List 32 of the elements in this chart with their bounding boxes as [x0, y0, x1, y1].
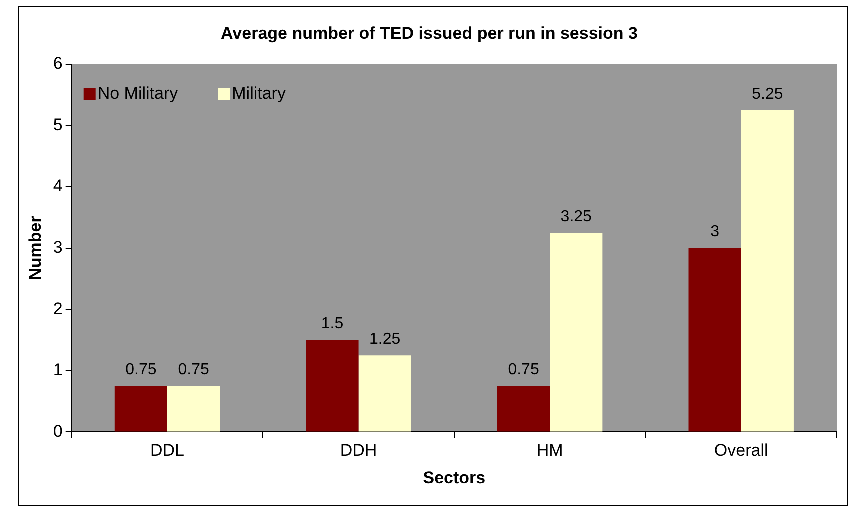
- data-label: 3.25: [560, 208, 592, 226]
- data-label: 0.75: [178, 362, 210, 379]
- data-label: 5.25: [752, 86, 784, 103]
- x-axis-title: Sectors: [423, 468, 486, 488]
- data-label: 0.75: [126, 362, 157, 379]
- y-tick-label: 0: [53, 422, 63, 441]
- bar: [114, 386, 168, 432]
- legend-label: No Military: [98, 84, 179, 104]
- x-tick-label: Overall: [714, 441, 768, 460]
- bar: [741, 110, 794, 432]
- bar: [306, 340, 359, 432]
- y-tick-label: 2: [53, 299, 63, 318]
- bar: [550, 232, 603, 432]
- x-tick-label: HM: [536, 441, 564, 460]
- x-tick-label: DDL: [150, 441, 185, 460]
- y-tick-label: 1: [53, 360, 63, 380]
- y-axis-title: Number: [26, 216, 45, 280]
- y-tick-label: 5: [53, 115, 63, 134]
- bar: [168, 386, 220, 432]
- y-tick-label: 6: [53, 54, 63, 74]
- data-label: 3: [710, 224, 720, 241]
- data-label: 1.5: [321, 316, 344, 333]
- y-tick-label: 3: [53, 238, 63, 257]
- bar: [358, 356, 412, 432]
- data-label: 1.25: [370, 330, 401, 348]
- legend-label: Military: [232, 84, 286, 104]
- bar: [497, 386, 550, 432]
- chart-title: Average number of TED issued per run in session 3: [221, 24, 638, 43]
- x-tick-label: DDH: [340, 441, 378, 460]
- y-tick-label: 4: [53, 176, 63, 196]
- bar: [688, 248, 742, 432]
- data-label: 0.75: [508, 362, 540, 379]
